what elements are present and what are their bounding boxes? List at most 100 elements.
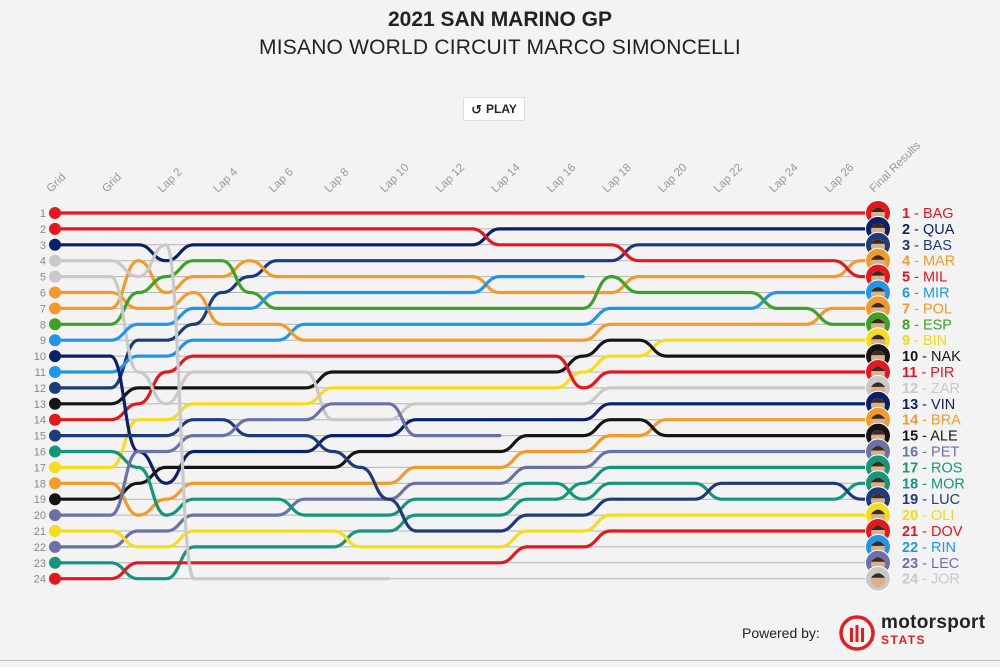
final-position: 12 [902, 381, 918, 397]
row-label: 3 [40, 240, 46, 252]
divider [0, 660, 1000, 661]
final-result-label: 22 - RIN [902, 540, 956, 556]
series-line-pol [53, 290, 880, 342]
rider-hair-icon [871, 382, 885, 387]
row-label: 11 [35, 367, 46, 379]
row-label: 18 [34, 478, 46, 490]
x-axis-label: Lap 8 [323, 166, 352, 195]
x-axis-label: Lap 16 [545, 162, 578, 195]
series-line-bin [53, 338, 880, 469]
x-axis-label: Lap 24 [767, 161, 801, 195]
separator: - [918, 381, 931, 397]
row-label: 4 [40, 256, 46, 268]
separator: - [918, 413, 931, 429]
final-position: 24 [902, 572, 918, 588]
row-label: 13 [34, 399, 46, 411]
series-line-mir [53, 290, 880, 374]
row-label: 7 [40, 303, 46, 315]
rider-hair-icon [871, 302, 885, 308]
x-axis-label: Grid [100, 171, 124, 195]
rider-hair-icon [871, 239, 885, 244]
separator: - [918, 445, 931, 461]
brand-sub: STATS [881, 633, 927, 647]
rider-hair-icon [871, 525, 885, 530]
final-position: 10 [902, 349, 918, 365]
rider-code: BRA [931, 413, 961, 429]
rider-code: DOV [931, 524, 963, 540]
rider-hair-icon [871, 557, 885, 562]
x-axis-label: Lap 10 [378, 162, 411, 195]
play-button[interactable]: ↺ PLAY [463, 97, 525, 121]
rider-code: LEC [931, 556, 959, 572]
final-result-label: 3 - BAS [902, 238, 952, 254]
final-position: 17 [902, 460, 918, 476]
rider-code: LUC [931, 492, 960, 508]
rider-code: JOR [931, 572, 960, 588]
rider-hair-icon [871, 573, 885, 578]
start-dot-zar [49, 270, 61, 283]
rider-hair-icon [871, 461, 885, 467]
row-label: 19 [34, 494, 46, 506]
x-axis-label: Lap 4 [211, 166, 240, 195]
rider-hair-icon [871, 318, 885, 324]
final-result-label: 2 - QUA [902, 222, 955, 238]
start-dot-bag [49, 207, 61, 219]
row-label: 24 [34, 574, 46, 586]
final-position: 19 [902, 492, 918, 508]
powered-by-label: Powered by: [742, 625, 820, 641]
separator: - [918, 476, 931, 492]
final-result-label: 13 - VIN [902, 397, 955, 413]
rider-code: ALE [930, 429, 958, 445]
separator: - [918, 460, 931, 476]
final-position: 22 [902, 540, 918, 556]
start-dot-lec [49, 509, 61, 522]
final-result-label: 7 - POL [902, 301, 952, 317]
final-position: 23 [902, 556, 918, 572]
start-dot-dov [49, 572, 61, 585]
final-result-label: 6 - MIR [902, 286, 950, 302]
final-position: 6 [902, 286, 910, 302]
final-result-label: 8 - ESP [902, 317, 952, 333]
separator: - [918, 349, 931, 365]
rider-hair-icon [871, 493, 885, 499]
start-dot-ros [49, 556, 61, 569]
final-result-label: 15 - ALE [902, 429, 958, 445]
final-position: 14 [902, 413, 918, 429]
row-label: 15 [34, 431, 46, 443]
final-position: 16 [902, 445, 918, 461]
final-results-label: Final Results [868, 139, 924, 195]
start-dot-bra [49, 477, 61, 490]
start-dot-pet [49, 540, 61, 553]
final-position: 18 [902, 476, 918, 492]
final-position: 7 [902, 301, 910, 317]
start-dot-mir [49, 366, 61, 378]
final-position: 9 [902, 333, 910, 349]
rider-hair-icon [871, 271, 885, 276]
final-result-label: 14 - BRA [902, 413, 961, 429]
separator: - [910, 317, 923, 333]
start-dot-pir [49, 413, 61, 426]
start-dot-luc [49, 429, 61, 442]
series-line-mil [53, 227, 880, 279]
final-position: 11 [902, 365, 917, 381]
series-line-jor [53, 243, 391, 581]
rider-hair-icon [871, 541, 885, 546]
rider-code: MAR [923, 254, 955, 270]
series-line-bra [53, 418, 880, 517]
rider-code: PIR [930, 365, 954, 381]
start-dot-pol [49, 286, 61, 299]
rider-code: PET [931, 445, 959, 461]
rider-hair-icon [871, 477, 885, 483]
start-dot-mar [49, 302, 61, 315]
start-dot-qua [49, 238, 61, 251]
rider-hair-icon [871, 366, 885, 371]
rider-code: POL [923, 301, 952, 317]
row-label: 20 [34, 510, 46, 522]
play-label: PLAY [486, 102, 517, 116]
separator: - [918, 492, 931, 508]
start-dot-jor [49, 254, 61, 267]
final-result-label: 4 - MAR [902, 254, 955, 270]
row-label: 21 [34, 526, 46, 538]
series-line-pet [53, 449, 880, 549]
